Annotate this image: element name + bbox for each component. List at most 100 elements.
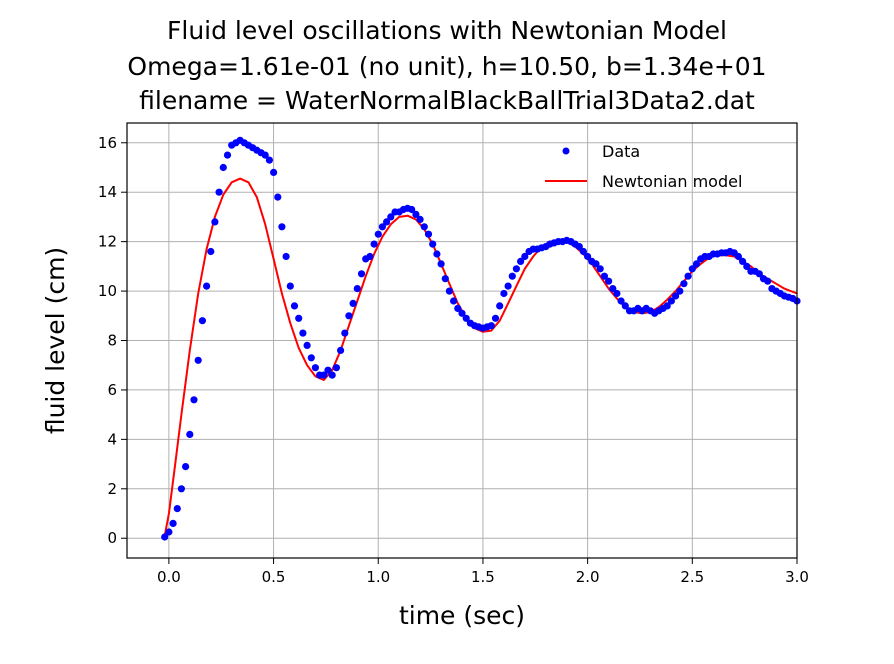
data-point <box>290 302 299 310</box>
data-point <box>265 156 273 164</box>
data-point <box>186 430 194 438</box>
data-point <box>353 285 361 293</box>
data-point <box>420 223 428 231</box>
data-point <box>161 533 169 541</box>
data-point <box>743 262 751 270</box>
x-tick-label: 0.0 <box>157 568 181 586</box>
data-point <box>688 265 696 273</box>
data-point <box>270 168 278 176</box>
x-tick-label: 2.5 <box>680 568 704 586</box>
data-point <box>307 354 315 362</box>
data-point <box>508 272 516 280</box>
y-tick-label: 14 <box>98 183 117 201</box>
data-point <box>261 151 269 159</box>
series-line-newtonian-model <box>163 177 798 536</box>
data-point <box>320 371 328 379</box>
data-point <box>496 302 504 310</box>
legend: Data Newtonian model <box>545 142 742 191</box>
data-point <box>282 252 290 261</box>
legend-label-model: Newtonian model <box>602 172 742 191</box>
data-point <box>207 247 215 256</box>
data-point <box>500 289 508 298</box>
data-point <box>684 272 692 280</box>
data-point <box>299 329 307 337</box>
data-point <box>370 240 378 248</box>
data-point <box>621 302 629 310</box>
chart-title-line-3: filename = WaterNormalBlackBallTrial3Dat… <box>139 86 755 115</box>
x-tick-label: 1.0 <box>366 568 390 586</box>
data-point <box>755 270 763 278</box>
data-point <box>203 282 211 290</box>
data-point <box>374 230 382 238</box>
data-point <box>324 366 332 374</box>
data-point <box>286 282 294 290</box>
data-point <box>676 287 684 295</box>
data-point <box>491 314 500 322</box>
data-point <box>378 223 386 231</box>
data-point <box>504 282 512 290</box>
data-point <box>521 252 529 261</box>
data-point <box>692 260 701 268</box>
x-tick-label: 1.5 <box>471 568 495 586</box>
data-point <box>512 265 521 273</box>
x-tick-label: 2.0 <box>576 568 600 586</box>
data-point <box>387 213 395 221</box>
y-axis-label: fluid level (cm) <box>41 247 70 434</box>
data-point <box>605 277 613 285</box>
data-point <box>357 270 366 278</box>
x-tick-label: 0.5 <box>262 568 286 586</box>
data-point <box>680 280 688 288</box>
data-point <box>734 252 743 261</box>
data-point <box>190 396 198 404</box>
legend-label-data: Data <box>602 142 640 161</box>
legend-marker-data <box>562 147 570 155</box>
data-point <box>274 193 282 201</box>
chart-title-line-2: Omega=1.61e-01 (no unit), h=10.50, b=1.3… <box>127 52 767 81</box>
data-point <box>215 188 223 196</box>
data-point <box>672 292 680 300</box>
data-point <box>211 218 219 226</box>
data-point <box>194 356 202 364</box>
y-tick-label: 2 <box>107 480 117 498</box>
data-point <box>433 250 441 258</box>
data-point <box>408 205 416 214</box>
data-point <box>667 297 676 305</box>
data-point <box>165 528 173 536</box>
data-point <box>575 243 583 251</box>
data-point <box>337 346 345 354</box>
data-point <box>487 322 495 330</box>
y-tick-label: 0 <box>107 529 117 547</box>
data-point <box>173 505 181 513</box>
data-point <box>429 240 437 248</box>
data-point <box>600 272 609 280</box>
data-point <box>584 252 592 261</box>
y-tick-label: 10 <box>98 282 117 300</box>
data-point <box>592 260 600 268</box>
data-point <box>182 463 190 471</box>
data-point <box>412 210 420 218</box>
data-point <box>454 304 462 312</box>
data-point <box>596 265 604 273</box>
data-point <box>349 299 357 307</box>
data-point <box>424 230 433 238</box>
data-point <box>462 314 470 322</box>
data-point <box>450 297 458 305</box>
y-tick-label: 12 <box>98 233 117 251</box>
data-point <box>416 215 424 223</box>
data-point <box>739 257 747 265</box>
data-point <box>617 297 625 305</box>
data-layer <box>161 136 801 541</box>
y-tick-label: 6 <box>107 381 117 399</box>
data-point <box>613 289 621 298</box>
data-point <box>517 257 525 265</box>
data-point <box>303 341 311 349</box>
grid <box>127 123 798 558</box>
data-point <box>579 247 588 256</box>
x-tick-label: 3.0 <box>785 568 809 586</box>
data-point <box>169 519 177 528</box>
data-point <box>383 218 391 226</box>
data-point <box>345 312 353 320</box>
data-point <box>764 277 772 285</box>
data-point <box>223 151 232 159</box>
